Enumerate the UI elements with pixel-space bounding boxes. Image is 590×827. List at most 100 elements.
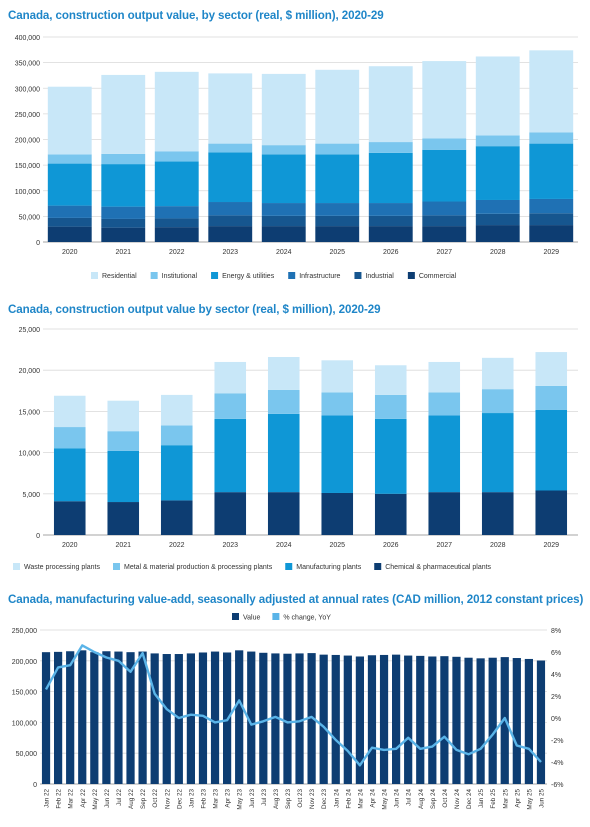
bar-segment-metal-material-production-processing-plants (267, 389, 300, 414)
value-bar (319, 654, 328, 784)
y-tick-label: 25,000 (19, 327, 41, 334)
value-bar (379, 654, 389, 784)
x-tick-label: Jan 25 (478, 789, 485, 808)
x-tick-label: Mar 25 (502, 789, 509, 809)
x-tick-label: 2020 (62, 249, 78, 256)
chart1-sector-construction-output: 0 50,000 100,000 150,000 200,000 250,000 300,0… (15, 35, 578, 280)
bar-segment-energy-utilities (47, 163, 92, 206)
bar-segment-waste-processing-plants (481, 357, 514, 390)
y2-tick-label: 2% (551, 694, 561, 701)
y2-tick-label: 8% (551, 628, 561, 635)
bar-segment-waste-processing-plants (535, 352, 568, 386)
value-bar (331, 654, 340, 784)
bar-segment-residential (315, 69, 360, 144)
value-bar (536, 660, 546, 784)
y-tick-label: 300,000 (15, 86, 40, 93)
bar-segment-institutional (368, 142, 413, 153)
y-tick-label: 50,000 (19, 214, 41, 221)
value-bar (428, 656, 437, 784)
bar-segment-industrial (422, 215, 467, 227)
value-bar (307, 653, 316, 784)
x-tick-label: 2029 (543, 249, 559, 256)
bar-segment-waste-processing-plants (428, 361, 461, 393)
bar-segment-residential (368, 66, 413, 143)
bar-segment-waste-processing-plants (214, 361, 247, 394)
bar-segment-energy-utilities (422, 149, 467, 202)
x-tick-label: Aug 24 (418, 789, 425, 809)
y2-tick-label: 6% (551, 650, 561, 657)
bar-segment-chemical-pharmaceutical-plants (428, 492, 461, 535)
legend-swatch (285, 563, 293, 570)
y2-tick-label: -4% (551, 760, 563, 767)
bar-segment-metal-material-production-processing-plants (481, 389, 514, 414)
y-tick-label: 250,000 (12, 628, 37, 635)
x-tick-label: Oct 24 (442, 789, 449, 808)
x-tick-label: Nov 24 (454, 789, 461, 809)
x-tick-label: Jan 24 (333, 789, 340, 808)
x-tick-label: Aug 23 (273, 789, 280, 809)
x-tick-label: 2027 (436, 249, 452, 256)
bar-segment-infrastructure (154, 206, 199, 219)
legend-swatch (91, 272, 98, 279)
value-bar (464, 657, 473, 784)
bar-segment-commercial (101, 227, 146, 242)
bar-segment-infrastructure (529, 198, 574, 214)
legend-label: Institutional (162, 273, 198, 280)
y-tick-label: 150,000 (15, 163, 40, 170)
y-tick-label: 100,000 (12, 720, 37, 727)
x-tick-label: Aug 22 (128, 789, 135, 809)
bar-segment-metal-material-production-processing-plants (428, 392, 461, 416)
x-tick-label: Sep 22 (140, 789, 147, 809)
bar-segment-waste-processing-plants (160, 394, 193, 426)
bar-segment-residential (154, 71, 199, 152)
bar-segment-commercial (47, 226, 92, 242)
value-bar (343, 655, 352, 784)
bar-segment-residential (47, 86, 92, 155)
bar-segment-institutional (208, 143, 253, 153)
x-tick-label: Nov 23 (309, 789, 316, 809)
x-tick-label: Feb 24 (345, 789, 352, 809)
bar-segment-energy-utilities (261, 154, 306, 204)
chart3-title: Canada, manufacturing value-add, seasona… (8, 593, 584, 606)
x-tick-label: 2028 (490, 249, 506, 256)
bar-segment-manufacturing-plants (374, 418, 407, 494)
x-tick-label: Apr 25 (514, 789, 521, 808)
bar-segment-residential (422, 61, 467, 139)
value-bar (259, 652, 268, 784)
bar-segment-industrial (475, 213, 520, 226)
bar-segment-metal-material-production-processing-plants (535, 385, 568, 410)
x-tick-label: May 25 (526, 789, 533, 810)
bar-segment-institutional (475, 135, 520, 147)
bar-segment-chemical-pharmaceutical-plants (374, 493, 407, 535)
value-bar (114, 651, 123, 784)
bar-segment-infrastructure (47, 205, 92, 218)
x-tick-label: Nov 22 (164, 789, 171, 809)
legend-swatch (232, 613, 239, 620)
value-bar (210, 651, 220, 784)
legend-label: Chemical & pharmaceutical plants (385, 564, 491, 571)
x-tick-label: 2023 (222, 542, 238, 549)
legend-swatch (272, 613, 280, 620)
x-tick-label: 2021 (115, 542, 131, 549)
value-bar (78, 650, 87, 784)
value-bar (404, 655, 413, 784)
value-bar (102, 651, 111, 784)
legend-label: Waste processing plants (24, 564, 100, 571)
x-tick-label: 2025 (329, 542, 345, 549)
bar-segment-commercial (475, 225, 520, 242)
chart2-title: Canada, construction output value by sec… (8, 303, 381, 316)
bar-segment-metal-material-production-processing-plants (160, 425, 193, 446)
bar-segment-chemical-pharmaceutical-plants (214, 492, 247, 535)
x-tick-label: Jun 25 (538, 789, 545, 808)
y-tick-label: 200,000 (12, 659, 37, 666)
bar-segment-commercial (315, 226, 360, 242)
bar-segment-commercial (208, 226, 253, 242)
bar-segment-industrial (261, 215, 306, 227)
bar-segment-energy-utilities (368, 152, 413, 204)
y-tick-label: 0 (36, 533, 40, 540)
bar-segment-energy-utilities (154, 161, 199, 207)
bar-segment-waste-processing-plants (107, 400, 140, 432)
value-bar (90, 652, 99, 784)
x-tick-label: Mar 24 (357, 789, 364, 809)
value-bar (476, 658, 485, 784)
